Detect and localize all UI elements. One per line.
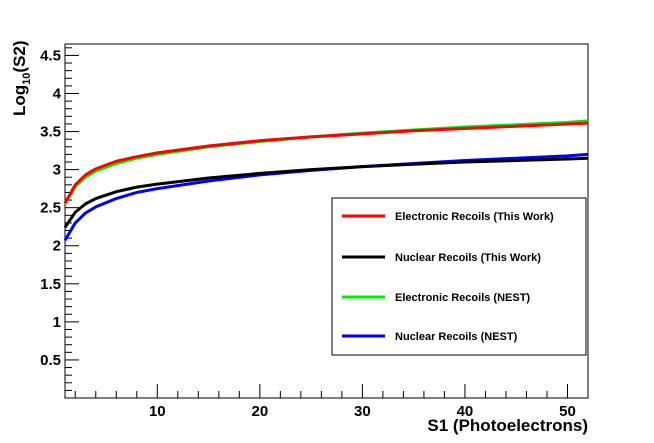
series-line-0 <box>63 121 589 204</box>
x-axis-title: S1 (Photoelectrons) <box>427 416 588 435</box>
legend-label: Nuclear Recoils (This Work) <box>395 252 541 264</box>
y-tick-label: 3 <box>53 162 61 179</box>
y-axis-ticks: 0.5 1 1.5 2 2.5 3 3.5 4 4.5 <box>40 47 79 391</box>
y-tick-label: 0.5 <box>40 352 61 369</box>
series-layer <box>63 119 589 242</box>
y-axis-title: Log10(S2) <box>10 40 33 116</box>
y-tick-label: 3.5 <box>40 124 61 141</box>
plot-frame <box>64 43 589 399</box>
y-axis-title-rest: (S2) <box>10 40 29 72</box>
y-tick-label: 1 <box>53 314 61 331</box>
x-axis-ticks: 10 20 30 40 50 <box>74 384 589 420</box>
legend: Electronic Recoils (This Work) Nuclear Re… <box>331 197 587 356</box>
x-tick-label: 20 <box>251 403 268 420</box>
y-tick-label: 4 <box>53 85 62 102</box>
legend-label: Electronic Recoils (This Work) <box>395 211 554 223</box>
x-tick-label: 50 <box>559 403 576 420</box>
y-tick-label: 4.5 <box>40 47 61 64</box>
series-line-1 <box>63 156 589 229</box>
x-tick-label: 40 <box>457 403 474 420</box>
series-line-3 <box>63 152 589 242</box>
legend-box <box>331 197 587 356</box>
legend-entries: Electronic Recoils (This Work) Nuclear Re… <box>342 211 554 343</box>
legend-label: Electronic Recoils (NEST) <box>395 292 530 304</box>
x-tick-label: 30 <box>354 403 371 420</box>
y-tick-label: 2.5 <box>40 200 61 217</box>
y-tick-label: 2 <box>53 238 61 255</box>
y-axis-title-subscript: 10 <box>21 73 33 85</box>
legend-label: Nuclear Recoils (NEST) <box>395 331 518 343</box>
y-axis-title-base: Log <box>10 85 29 116</box>
x-tick-label: 10 <box>149 403 166 420</box>
y-tick-label: 1.5 <box>40 276 61 293</box>
